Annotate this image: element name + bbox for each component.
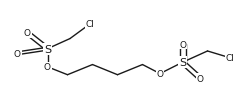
Text: O: O [179, 40, 186, 49]
Text: O: O [44, 63, 51, 72]
Text: O: O [196, 74, 203, 83]
Text: Cl: Cl [86, 20, 94, 29]
Text: O: O [24, 29, 31, 38]
Text: S: S [179, 58, 186, 68]
Text: Cl: Cl [226, 54, 234, 63]
Text: O: O [156, 69, 164, 78]
Text: O: O [14, 49, 21, 58]
Text: S: S [44, 44, 51, 54]
